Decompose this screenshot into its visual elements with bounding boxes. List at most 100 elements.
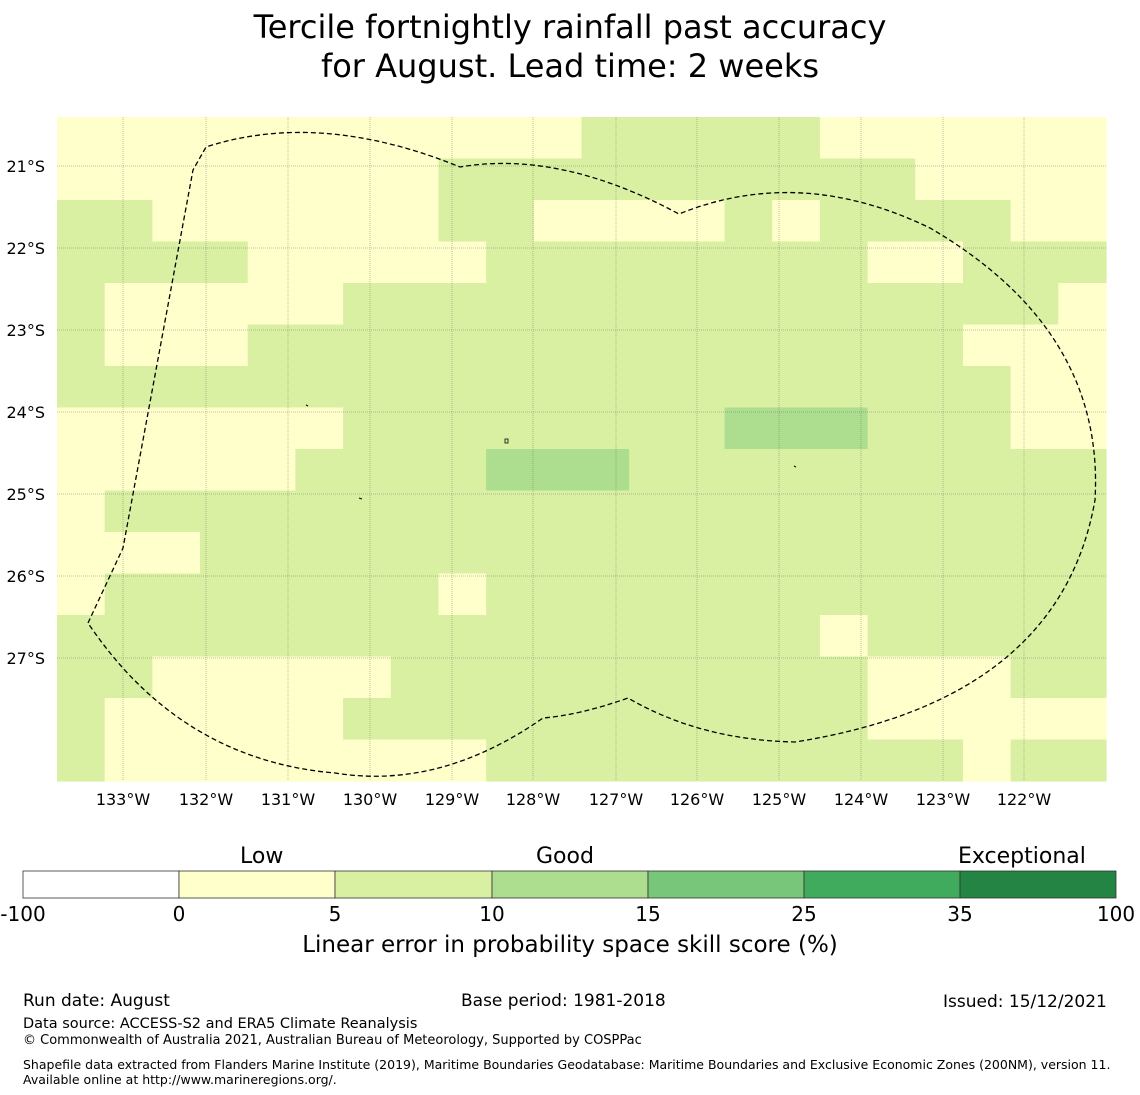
grid-cell: [152, 283, 201, 326]
grid-cell: [772, 366, 821, 409]
grid-cell: [343, 117, 392, 160]
grid-cell: [247, 158, 297, 201]
grid-cell: [390, 490, 440, 533]
grid-cell: [676, 117, 726, 160]
grid-cell: [152, 158, 201, 201]
grid-cell: [724, 200, 773, 243]
eez-boundary-line: [87, 131, 1097, 777]
grid-cell: [1058, 698, 1107, 741]
grid-cell: [295, 117, 344, 160]
grid-cell: [724, 615, 773, 658]
colorbar-label-good: Good: [536, 844, 594, 869]
grid-cell: [247, 532, 297, 575]
grid-cell: [867, 449, 916, 492]
grid-cell: [200, 449, 249, 492]
grid-cell: [962, 615, 1012, 658]
grid-cell: [1010, 656, 1059, 699]
grid-cell: [772, 490, 821, 533]
grid-cell: [438, 449, 487, 492]
grid-cell: [152, 241, 201, 284]
grid-cell: [581, 739, 630, 782]
grid-cell: [343, 366, 392, 409]
grid-cell: [676, 739, 726, 782]
grid-cell: [533, 117, 583, 160]
grid-cell: [962, 698, 1012, 741]
colorbar-swatch: [647, 870, 805, 899]
grid-cell: [1058, 283, 1107, 326]
grid-cell: [533, 532, 583, 575]
grid-cell: [915, 241, 964, 284]
data-source: Data source: ACCESS-S2 and ERA5 Climate …: [23, 1016, 418, 1032]
grid-cell: [819, 158, 869, 201]
grid-cell: [200, 407, 249, 450]
colorbar-swatch: [491, 870, 649, 899]
grid-cell: [200, 739, 249, 782]
grid-cell: [57, 366, 106, 409]
grid-cell: [200, 490, 249, 533]
grid-cell: [152, 656, 201, 699]
grid-cell: [724, 117, 773, 160]
grid-cell: [962, 117, 1012, 160]
grid-cell: [343, 532, 392, 575]
grid-cell: [819, 490, 869, 533]
grid-cell: [104, 200, 153, 243]
grid-cell: [629, 324, 678, 367]
copyright: © Commonwealth of Australia 2021, Austra…: [23, 1033, 642, 1048]
grid-cell: [867, 698, 916, 741]
grid-cell: [962, 739, 1012, 782]
grid-cell: [867, 158, 916, 201]
grid-cell: [152, 407, 201, 450]
grid-cell: [295, 573, 344, 616]
grid-cell: [772, 615, 821, 658]
grid-cell: [867, 241, 916, 284]
grid-cell: [915, 532, 964, 575]
grid-cell: [581, 407, 630, 450]
grid-cell: [676, 656, 726, 699]
grid-cell: [867, 407, 916, 450]
grid-cell: [581, 117, 630, 160]
grid-cell: [581, 490, 630, 533]
grid-cell: [629, 573, 678, 616]
grid-cell: [819, 407, 869, 450]
grid-cell: [533, 158, 583, 201]
longitude-label: 124°W: [834, 790, 889, 809]
grid-cell: [104, 324, 153, 367]
grid-cell: [867, 739, 916, 782]
grid-cell: [533, 739, 583, 782]
grid-cell: [629, 532, 678, 575]
grid-cell: [629, 158, 678, 201]
grid-cell: [486, 739, 535, 782]
grid-cell: [819, 615, 869, 658]
grid-cell: [390, 241, 440, 284]
grid-cell: [533, 366, 583, 409]
grid-cell: [152, 449, 201, 492]
grid-cell: [581, 366, 630, 409]
grid-cell: [581, 449, 630, 492]
grid-cell: [343, 241, 392, 284]
colorbar-swatch: [334, 870, 493, 899]
grid-cell: [57, 698, 106, 741]
grid-cell: [962, 656, 1012, 699]
grid-cell: [486, 698, 535, 741]
issued-date: Issued: 15/12/2021: [943, 992, 1107, 1012]
grid-cell: [295, 656, 344, 699]
grid-cell: [581, 573, 630, 616]
grid-cell: [152, 532, 201, 575]
grid-cell: [676, 324, 726, 367]
grid-cell: [438, 532, 487, 575]
grid-cell: [390, 324, 440, 367]
grid-cell: [1058, 573, 1107, 616]
grid-cell: [247, 241, 297, 284]
grid-cell: [104, 532, 153, 575]
grid-cell: [772, 656, 821, 699]
grid-cell: [438, 324, 487, 367]
grid-cell: [152, 324, 201, 367]
grid-cell: [533, 407, 583, 450]
grid-cell: [486, 200, 535, 243]
grid-cell: [57, 200, 106, 243]
grid-cell: [629, 615, 678, 658]
grid-cell: [295, 490, 344, 533]
skill-score-map: 21°S22°S23°S24°S25°S26°S27°S 133°W 132°W 1…: [6, 117, 1107, 809]
latitude-label: 27°S: [6, 649, 45, 668]
grid-cell: [819, 698, 869, 741]
